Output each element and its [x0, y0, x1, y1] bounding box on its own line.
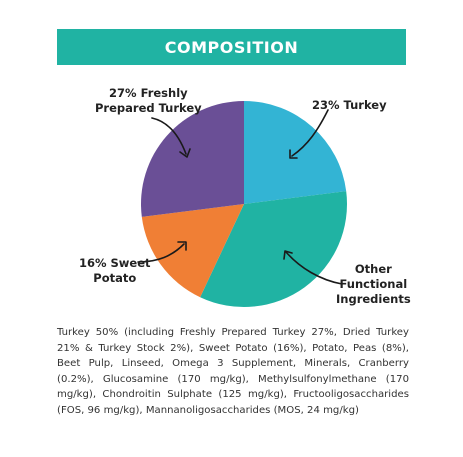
- arrow-other: [285, 251, 343, 285]
- arrow-freshly: [151, 117, 187, 155]
- composition-text: Turkey 50% (including Freshly Prepared T…: [57, 327, 409, 416]
- arrow-sweet: [137, 243, 185, 263]
- pie-slice-1: [200, 191, 347, 307]
- pie-slice-3: [141, 101, 244, 217]
- label-other-line2: Functional: [339, 277, 408, 291]
- label-other-line3: Ingredients: [336, 292, 411, 306]
- arrowhead-other: [283, 250, 293, 260]
- label-freshly-prepared-turkey: 27% Freshly Prepared Turkey: [95, 86, 202, 116]
- label-sweet-potato: 16% Sweet Potato: [79, 256, 151, 286]
- label-sweet-line1: 16% Sweet: [79, 256, 151, 270]
- arrow-turkey: [291, 109, 329, 157]
- arrowhead-turkey: [289, 149, 298, 159]
- label-sweet-line2: Potato: [93, 271, 137, 285]
- label-turkey-text: 23% Turkey: [312, 98, 387, 112]
- label-turkey: 23% Turkey: [312, 98, 387, 113]
- label-other-line1: Other: [354, 262, 392, 276]
- label-other-functional: Other Functional Ingredients: [336, 262, 411, 307]
- composition-banner: COMPOSITION: [57, 29, 406, 65]
- pie-slice-0: [244, 101, 347, 204]
- label-freshly-line1: 27% Freshly: [109, 86, 188, 100]
- pie-slice-2: [141, 204, 244, 298]
- banner-title: COMPOSITION: [164, 37, 299, 57]
- arrowhead-sweet: [177, 241, 187, 251]
- label-freshly-line2: Prepared Turkey: [95, 101, 202, 115]
- arrowhead-freshly: [179, 148, 191, 158]
